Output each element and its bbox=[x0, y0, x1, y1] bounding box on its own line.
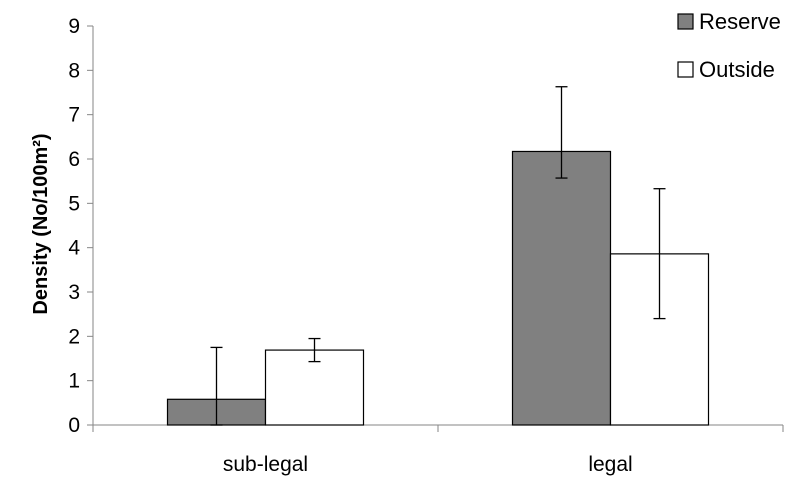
bars bbox=[166, 150, 710, 426]
x-category-label: legal bbox=[588, 453, 632, 476]
error-bars bbox=[210, 86, 666, 426]
y-tick-label: 4 bbox=[68, 237, 80, 260]
y-tick-label: 9 bbox=[68, 15, 80, 38]
bar-outside-sub-legal bbox=[264, 349, 365, 426]
y-tick-label: 3 bbox=[68, 281, 80, 304]
y-tick-label: 2 bbox=[68, 325, 80, 348]
legend: Reserve Outside bbox=[677, 9, 781, 82]
legend-label-outside: Outside bbox=[699, 57, 775, 82]
x-category-label: sub-legal bbox=[223, 453, 308, 476]
x-category-labels: sub-legal legal bbox=[223, 453, 633, 476]
y-tick-label: 5 bbox=[68, 192, 80, 215]
bar-reserve-legal bbox=[511, 150, 612, 426]
y-tick-label: 6 bbox=[68, 148, 80, 171]
y-tick-label: 8 bbox=[68, 59, 80, 82]
y-tick-label: 0 bbox=[68, 414, 80, 437]
y-axis-title: Density (No/100m²) bbox=[30, 133, 52, 314]
y-tick-label: 1 bbox=[68, 370, 80, 393]
y-tick-labels: 0 1 2 3 4 5 6 7 8 9 bbox=[68, 15, 80, 437]
legend-label-reserve: Reserve bbox=[699, 9, 781, 34]
y-tick-label: 7 bbox=[68, 104, 80, 127]
legend-swatch-outside bbox=[677, 61, 694, 78]
legend-swatch-reserve bbox=[677, 13, 694, 30]
